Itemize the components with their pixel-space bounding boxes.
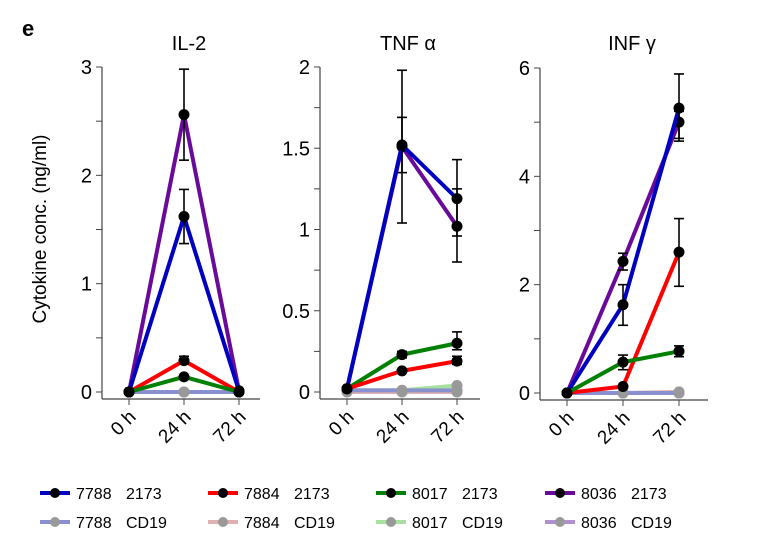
legend-group: CD19 <box>126 515 167 532</box>
data-point <box>341 383 353 395</box>
legend-marker <box>50 488 60 498</box>
data-point <box>451 355 463 367</box>
legend-item: 7788 2173 <box>40 486 162 503</box>
panel-label: e <box>22 16 34 41</box>
legend-group: 2173 <box>631 486 667 503</box>
legend-item: 7884 CD19 <box>208 515 335 532</box>
data-point <box>396 365 408 377</box>
y-tick-label: 2 <box>81 165 92 187</box>
legend-item: 8017 2173 <box>376 486 498 503</box>
data-point <box>233 386 245 398</box>
legend-id: 8036 <box>581 515 617 532</box>
panel-2: INF γ 0 2 4 6 0 h 24 h 72 h <box>519 33 708 449</box>
data-point <box>178 371 190 383</box>
series-7788-2173 <box>123 188 245 398</box>
data-point <box>396 384 408 396</box>
y-tick-label: 1.5 <box>282 138 310 160</box>
y-tick-label: 2 <box>519 275 530 297</box>
y-tick-label: 0 <box>519 383 530 405</box>
data-point <box>396 349 408 361</box>
data-point <box>178 355 190 367</box>
data-point <box>123 386 135 398</box>
legend-group: CD19 <box>631 515 672 532</box>
y-tick-label: 0 <box>299 382 310 404</box>
data-point <box>178 109 190 121</box>
series-8017-2173 <box>561 345 685 399</box>
data-point <box>673 102 685 114</box>
legend-group: CD19 <box>294 515 335 532</box>
legend-marker <box>50 517 60 527</box>
data-point <box>178 386 190 398</box>
data-point <box>617 356 629 368</box>
panel-1: TNF α 0 0.5 1 1.5 2 0 h 24 h 72 h <box>282 33 480 448</box>
data-point <box>673 345 685 357</box>
x-tick-label: 0 h <box>545 408 579 442</box>
data-point <box>451 337 463 349</box>
data-point <box>178 211 190 222</box>
data-point <box>617 255 629 267</box>
data-point <box>451 193 463 205</box>
series-7788-2173 <box>341 69 463 395</box>
series-7788-2173 <box>561 73 685 399</box>
legend-id: 8017 <box>412 515 448 532</box>
y-tick-label: 1 <box>81 274 92 296</box>
legend-item: 8017 CD19 <box>376 515 503 532</box>
x-tick-label: 24 h <box>373 407 414 448</box>
legend-marker <box>555 517 565 527</box>
y-tick-label: 1 <box>299 220 310 242</box>
x-tick-label: 24 h <box>594 408 635 449</box>
legend-id: 7884 <box>244 486 280 503</box>
x-tick-label: 72 h <box>428 407 469 448</box>
legend-marker <box>218 517 228 527</box>
data-point <box>561 387 573 399</box>
legend-group: CD19 <box>462 515 503 532</box>
legend-id: 7788 <box>76 486 112 503</box>
legend-id: 8017 <box>412 486 448 503</box>
x-tick-label: 0 h <box>325 407 359 441</box>
y-tick-label: 4 <box>519 166 530 188</box>
legend-group: 2173 <box>126 486 162 503</box>
y-tick-label: 2 <box>299 57 310 79</box>
legend-group: 2173 <box>294 486 330 503</box>
legend-marker <box>386 488 396 498</box>
panel-title: IL-2 <box>172 33 206 55</box>
legend-id: 7884 <box>244 515 280 532</box>
panel-title: TNF α <box>380 33 436 55</box>
y-axis-label: Cytokine conc. (ng/ml) <box>30 134 51 323</box>
panel-0: IL-2 Cytokine conc. (ng/ml) 0 1 2 3 0 h 24 h 72 … <box>30 33 260 448</box>
legend-id: 8036 <box>581 486 617 503</box>
y-tick-label: 3 <box>81 57 92 79</box>
data-point <box>673 387 685 399</box>
x-tick-label: 72 h <box>650 408 691 449</box>
legend-marker <box>386 517 396 527</box>
x-tick-label: 72 h <box>210 407 251 448</box>
data-point <box>396 139 408 151</box>
data-point <box>617 299 629 311</box>
legend-item: 7788 CD19 <box>40 515 167 532</box>
legend-marker <box>218 488 228 498</box>
data-point <box>673 246 685 258</box>
legend-id: 7788 <box>76 515 112 532</box>
y-tick-label: 0 <box>81 382 92 404</box>
legend-item: 8036 2173 <box>545 486 667 503</box>
y-tick-label: 0.5 <box>282 301 310 323</box>
series-7884-2173 <box>341 355 463 395</box>
legend-marker <box>555 488 565 498</box>
legend-group: 2173 <box>462 486 498 503</box>
x-tick-label: 24 h <box>155 407 196 448</box>
y-tick-label: 6 <box>519 58 530 80</box>
data-point <box>451 384 463 396</box>
x-tick-label: 0 h <box>107 407 141 441</box>
series-8017-2173 <box>123 371 245 398</box>
panel-title: INF γ <box>608 33 656 55</box>
legend-item: 8036 CD19 <box>545 515 672 532</box>
data-point <box>617 381 629 392</box>
legend-item: 7884 2173 <box>208 486 330 503</box>
